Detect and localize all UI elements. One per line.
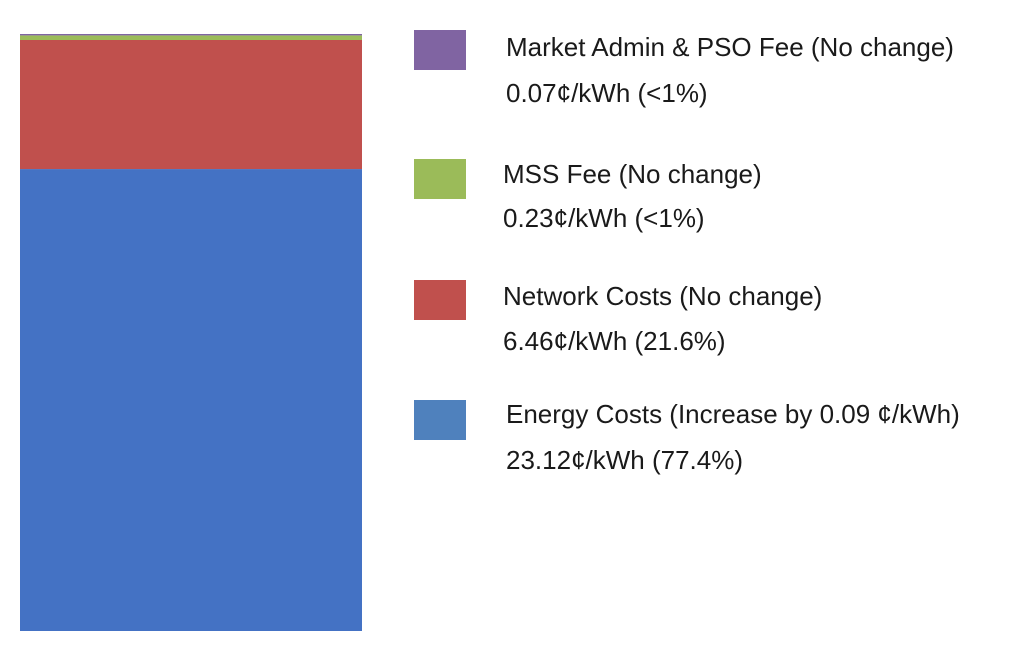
legend-value-network-costs: 6.46¢/kWh (21.6%) [503, 326, 726, 356]
legend-swatch-market-admin-pso-fee [414, 30, 466, 70]
legend-swatch-network-costs [414, 280, 466, 320]
legend-swatch-mss-fee [414, 159, 466, 199]
bar-segment-mss-fee [20, 35, 362, 40]
legend-label-mss-fee: MSS Fee (No change) [503, 159, 762, 189]
legend-value-energy-costs: 23.12¢/kWh (77.4%) [506, 445, 744, 475]
legend-label-energy-costs: Energy Costs (Increase by 0.09 ¢/kWh) [506, 399, 960, 429]
legend-label-market-admin-pso-fee: Market Admin & PSO Fee (No change) [506, 32, 954, 62]
legend-swatch-energy-costs [414, 400, 466, 440]
bar-segment-energy-costs [20, 169, 362, 631]
bar-segment-market-admin-pso-fee [20, 34, 362, 36]
legend-value-mss-fee: 0.23¢/kWh (<1%) [503, 203, 705, 233]
legend-label-network-costs: Network Costs (No change) [503, 281, 823, 311]
bar-segment-network-costs [20, 39, 362, 170]
legend-value-market-admin-pso-fee: 0.07¢/kWh (<1%) [506, 78, 708, 108]
